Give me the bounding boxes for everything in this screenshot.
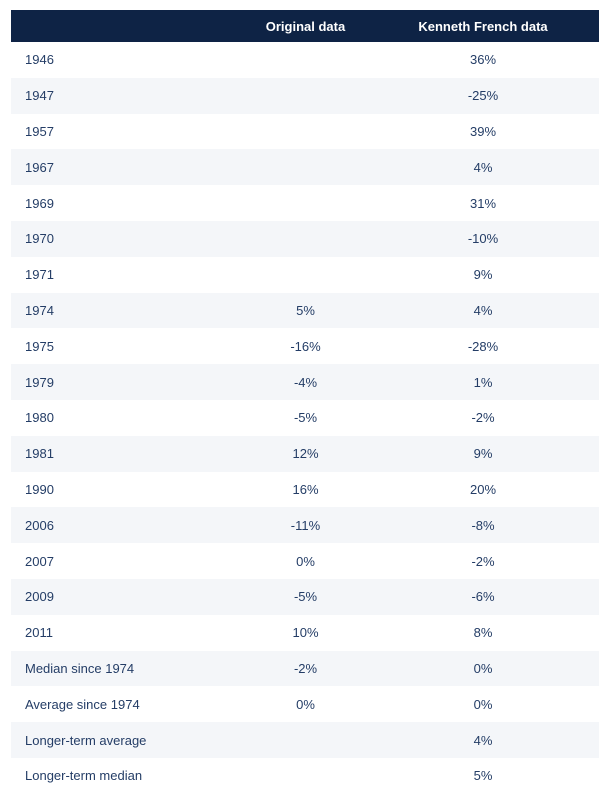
kenneth-french-data-value: 1%	[473, 374, 493, 390]
kenneth-french-data-value: -25%	[467, 88, 499, 104]
row-label: 1971	[25, 267, 54, 283]
data-table: Original data Kenneth French data 1946 3…	[11, 10, 599, 794]
row-label: 1980	[25, 410, 54, 426]
kenneth-french-data-value: -2%	[471, 410, 495, 426]
row-label: Longer-term median	[25, 768, 143, 784]
row-label: Longer-term average	[25, 732, 147, 748]
table-body: 1946 36% 1947 -25% 1957 39% 1967 4% 1969…	[11, 42, 599, 794]
kenneth-french-data-value: -8%	[471, 517, 495, 533]
table-row: 2006 -11% -8%	[11, 507, 599, 544]
row-label: 1957	[25, 123, 54, 139]
row-label: 2007	[25, 553, 54, 569]
row-label: Median since 1974	[25, 660, 135, 676]
table-row: 1969 31%	[11, 185, 599, 221]
original-data-value: -5%	[293, 589, 318, 605]
original-data-value: -16%	[290, 338, 321, 354]
row-label: 1979	[25, 374, 54, 390]
kenneth-french-data-value: 20%	[469, 481, 497, 497]
row-label: 2011	[25, 625, 53, 641]
kenneth-french-data-value: 0%	[473, 660, 493, 676]
row-label: 1947	[25, 88, 54, 104]
kenneth-french-data-value: -10%	[467, 231, 499, 247]
kenneth-french-data-value: 4%	[473, 159, 493, 175]
original-data-value: 16%	[292, 481, 319, 497]
table-row: 1980 -5% -2%	[11, 399, 599, 436]
table-row: 2011 10% 8%	[11, 614, 599, 651]
table-row: 1957 39%	[11, 113, 599, 150]
kenneth-french-data-value: 4%	[473, 302, 493, 318]
row-label: 1970	[25, 231, 54, 247]
table-row: 1970 -10%	[11, 220, 599, 257]
original-data-value: -2%	[293, 660, 318, 676]
table-row: 1979 -4% 1%	[11, 364, 599, 400]
kenneth-french-data-value: 39%	[469, 123, 497, 139]
kenneth-french-data-value: 31%	[469, 195, 497, 211]
table-row: Longer-term average 4%	[11, 722, 599, 758]
row-label: 2009	[25, 589, 54, 605]
table-row: 1975 -16% -28%	[11, 328, 599, 365]
header-kenneth-french-data: Kenneth French data	[418, 18, 548, 34]
row-label: 1946	[25, 52, 54, 68]
table-row: Longer-term median 5%	[11, 757, 599, 794]
kenneth-french-data-value: 4%	[473, 732, 493, 748]
original-data-value: 0%	[296, 553, 315, 569]
table-row: 1946 36%	[11, 42, 599, 78]
original-data-value: -11%	[290, 517, 321, 533]
original-data-value: 12%	[292, 446, 319, 462]
original-data-value: 5%	[296, 302, 315, 318]
kenneth-french-data-value: 8%	[473, 625, 493, 641]
table-row: 1990 16% 20%	[11, 471, 599, 508]
kenneth-french-data-value: 9%	[473, 446, 493, 462]
table-row: 1971 9%	[11, 256, 599, 293]
table-row: 2007 0% -2%	[11, 543, 599, 579]
original-data-value: -4%	[293, 374, 318, 390]
kenneth-french-data-value: 36%	[469, 52, 497, 68]
original-data-value: 0%	[296, 696, 315, 712]
table-row: Average since 1974 0% 0%	[11, 686, 599, 723]
kenneth-french-data-value: 5%	[473, 768, 493, 784]
table-row: 1974 5% 4%	[11, 292, 599, 329]
kenneth-french-data-value: -2%	[471, 553, 495, 569]
table-row: 1981 12% 9%	[11, 435, 599, 472]
row-label: 1975	[25, 338, 54, 354]
kenneth-french-data-value: 9%	[473, 267, 493, 283]
kenneth-french-data-value: 0%	[473, 696, 493, 712]
header-original-data: Original data	[265, 18, 346, 34]
row-label: 1974	[25, 302, 54, 318]
table-row: 1947 -25%	[11, 77, 599, 114]
row-label: 1990	[25, 481, 54, 497]
original-data-value: 10%	[292, 625, 319, 641]
row-label: Average since 1974	[25, 696, 140, 712]
kenneth-french-data-value: -6%	[471, 589, 495, 605]
table-row: Median since 1974 -2% 0%	[11, 650, 599, 687]
row-label: 1969	[25, 195, 54, 211]
row-label: 2006	[25, 517, 54, 533]
row-label: 1967	[25, 159, 54, 175]
table-row: 2009 -5% -6%	[11, 578, 599, 615]
original-data-value: -5%	[293, 410, 318, 426]
row-label: 1981	[25, 446, 54, 462]
kenneth-french-data-value: -28%	[467, 338, 499, 354]
table-row: 1967 4%	[11, 149, 599, 186]
table-header-row: Original data Kenneth French data	[11, 10, 599, 42]
